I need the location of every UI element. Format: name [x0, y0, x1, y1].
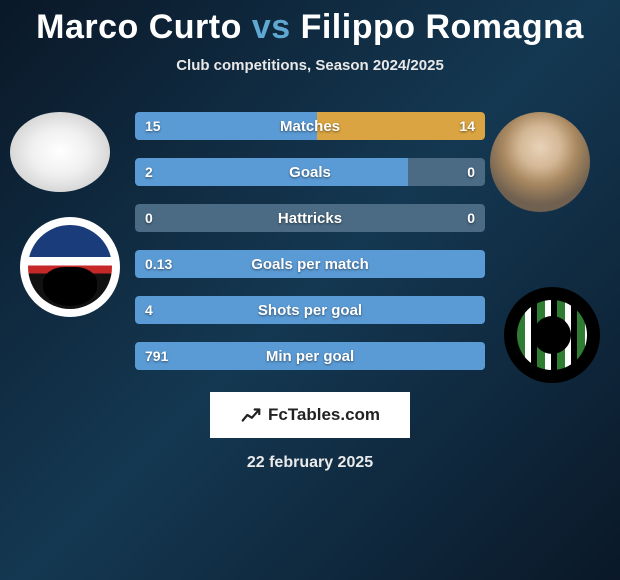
stat-label: Hattricks [135, 204, 485, 232]
player1-name: Marco Curto [36, 8, 242, 46]
comparison-title: Marco Curto vs Filippo Romagna [0, 0, 620, 47]
player1-club-logo [20, 217, 120, 317]
player2-photo [490, 112, 590, 212]
stat-row: 791Min per goal [135, 342, 485, 370]
player2-name: Filippo Romagna [301, 8, 584, 46]
vs-text: vs [252, 8, 291, 46]
player2-club-logo [504, 287, 600, 383]
stat-row: 0.13Goals per match [135, 250, 485, 278]
stat-row: 00Hattricks [135, 204, 485, 232]
stat-label: Goals [135, 158, 485, 186]
stat-label: Min per goal [135, 342, 485, 370]
stat-label: Shots per goal [135, 296, 485, 324]
player1-photo [10, 112, 110, 192]
comparison-stage: 1514Matches 20Goals 00Hattricks 0.13Goals p… [0, 112, 620, 472]
brand-icon [240, 404, 262, 426]
subtitle: Club competitions, Season 2024/2025 [0, 57, 620, 74]
stat-bars: 1514Matches 20Goals 00Hattricks 0.13Goals p… [135, 112, 485, 370]
stat-label: Matches [135, 112, 485, 140]
date-text: 22 february 2025 [0, 454, 620, 472]
stat-label: Goals per match [135, 250, 485, 278]
stat-row: 4Shots per goal [135, 296, 485, 324]
brand-box: FcTables.com [210, 392, 410, 438]
stat-row: 1514Matches [135, 112, 485, 140]
brand-text: FcTables.com [268, 405, 380, 425]
stat-row: 20Goals [135, 158, 485, 186]
